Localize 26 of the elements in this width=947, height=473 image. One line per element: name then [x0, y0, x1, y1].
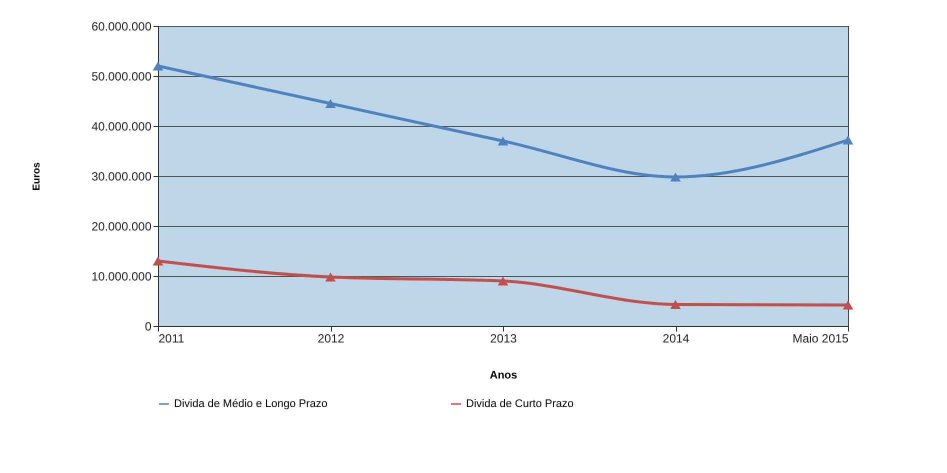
legend-label: Divida de Curto Prazo: [466, 398, 574, 410]
point: [152, 256, 164, 266]
x-tick-label: Maio 2015: [792, 332, 849, 346]
point: [498, 276, 508, 286]
y-tick-label: 30.000.000: [91, 170, 152, 184]
point: [842, 300, 854, 310]
y-tick-label: 0: [144, 320, 152, 334]
legend-label: Divida de Médio e Longo Prazo: [174, 398, 328, 410]
point: [152, 61, 164, 71]
point: [325, 272, 336, 282]
y-tick-label: 60.000.000: [91, 20, 152, 34]
point: [842, 135, 854, 145]
x-tick-label: 2012: [318, 332, 345, 346]
point: [325, 98, 336, 108]
y-tick-label: 20.000.000: [91, 220, 152, 234]
point: [498, 136, 508, 146]
x-tick-label: 2011: [158, 332, 185, 346]
y-tick-label: 50.000.000: [91, 70, 152, 84]
y-tick-label: 40.000.000: [91, 120, 152, 134]
x-axis-title: Anos: [490, 370, 518, 382]
x-tick-label: 2014: [662, 332, 690, 346]
x-tick-label: 2013: [490, 332, 518, 346]
point: [670, 172, 681, 182]
y-axis-title: Euros: [31, 162, 42, 191]
y-tick-label: 10.000.000: [91, 270, 152, 284]
point: [670, 300, 681, 310]
